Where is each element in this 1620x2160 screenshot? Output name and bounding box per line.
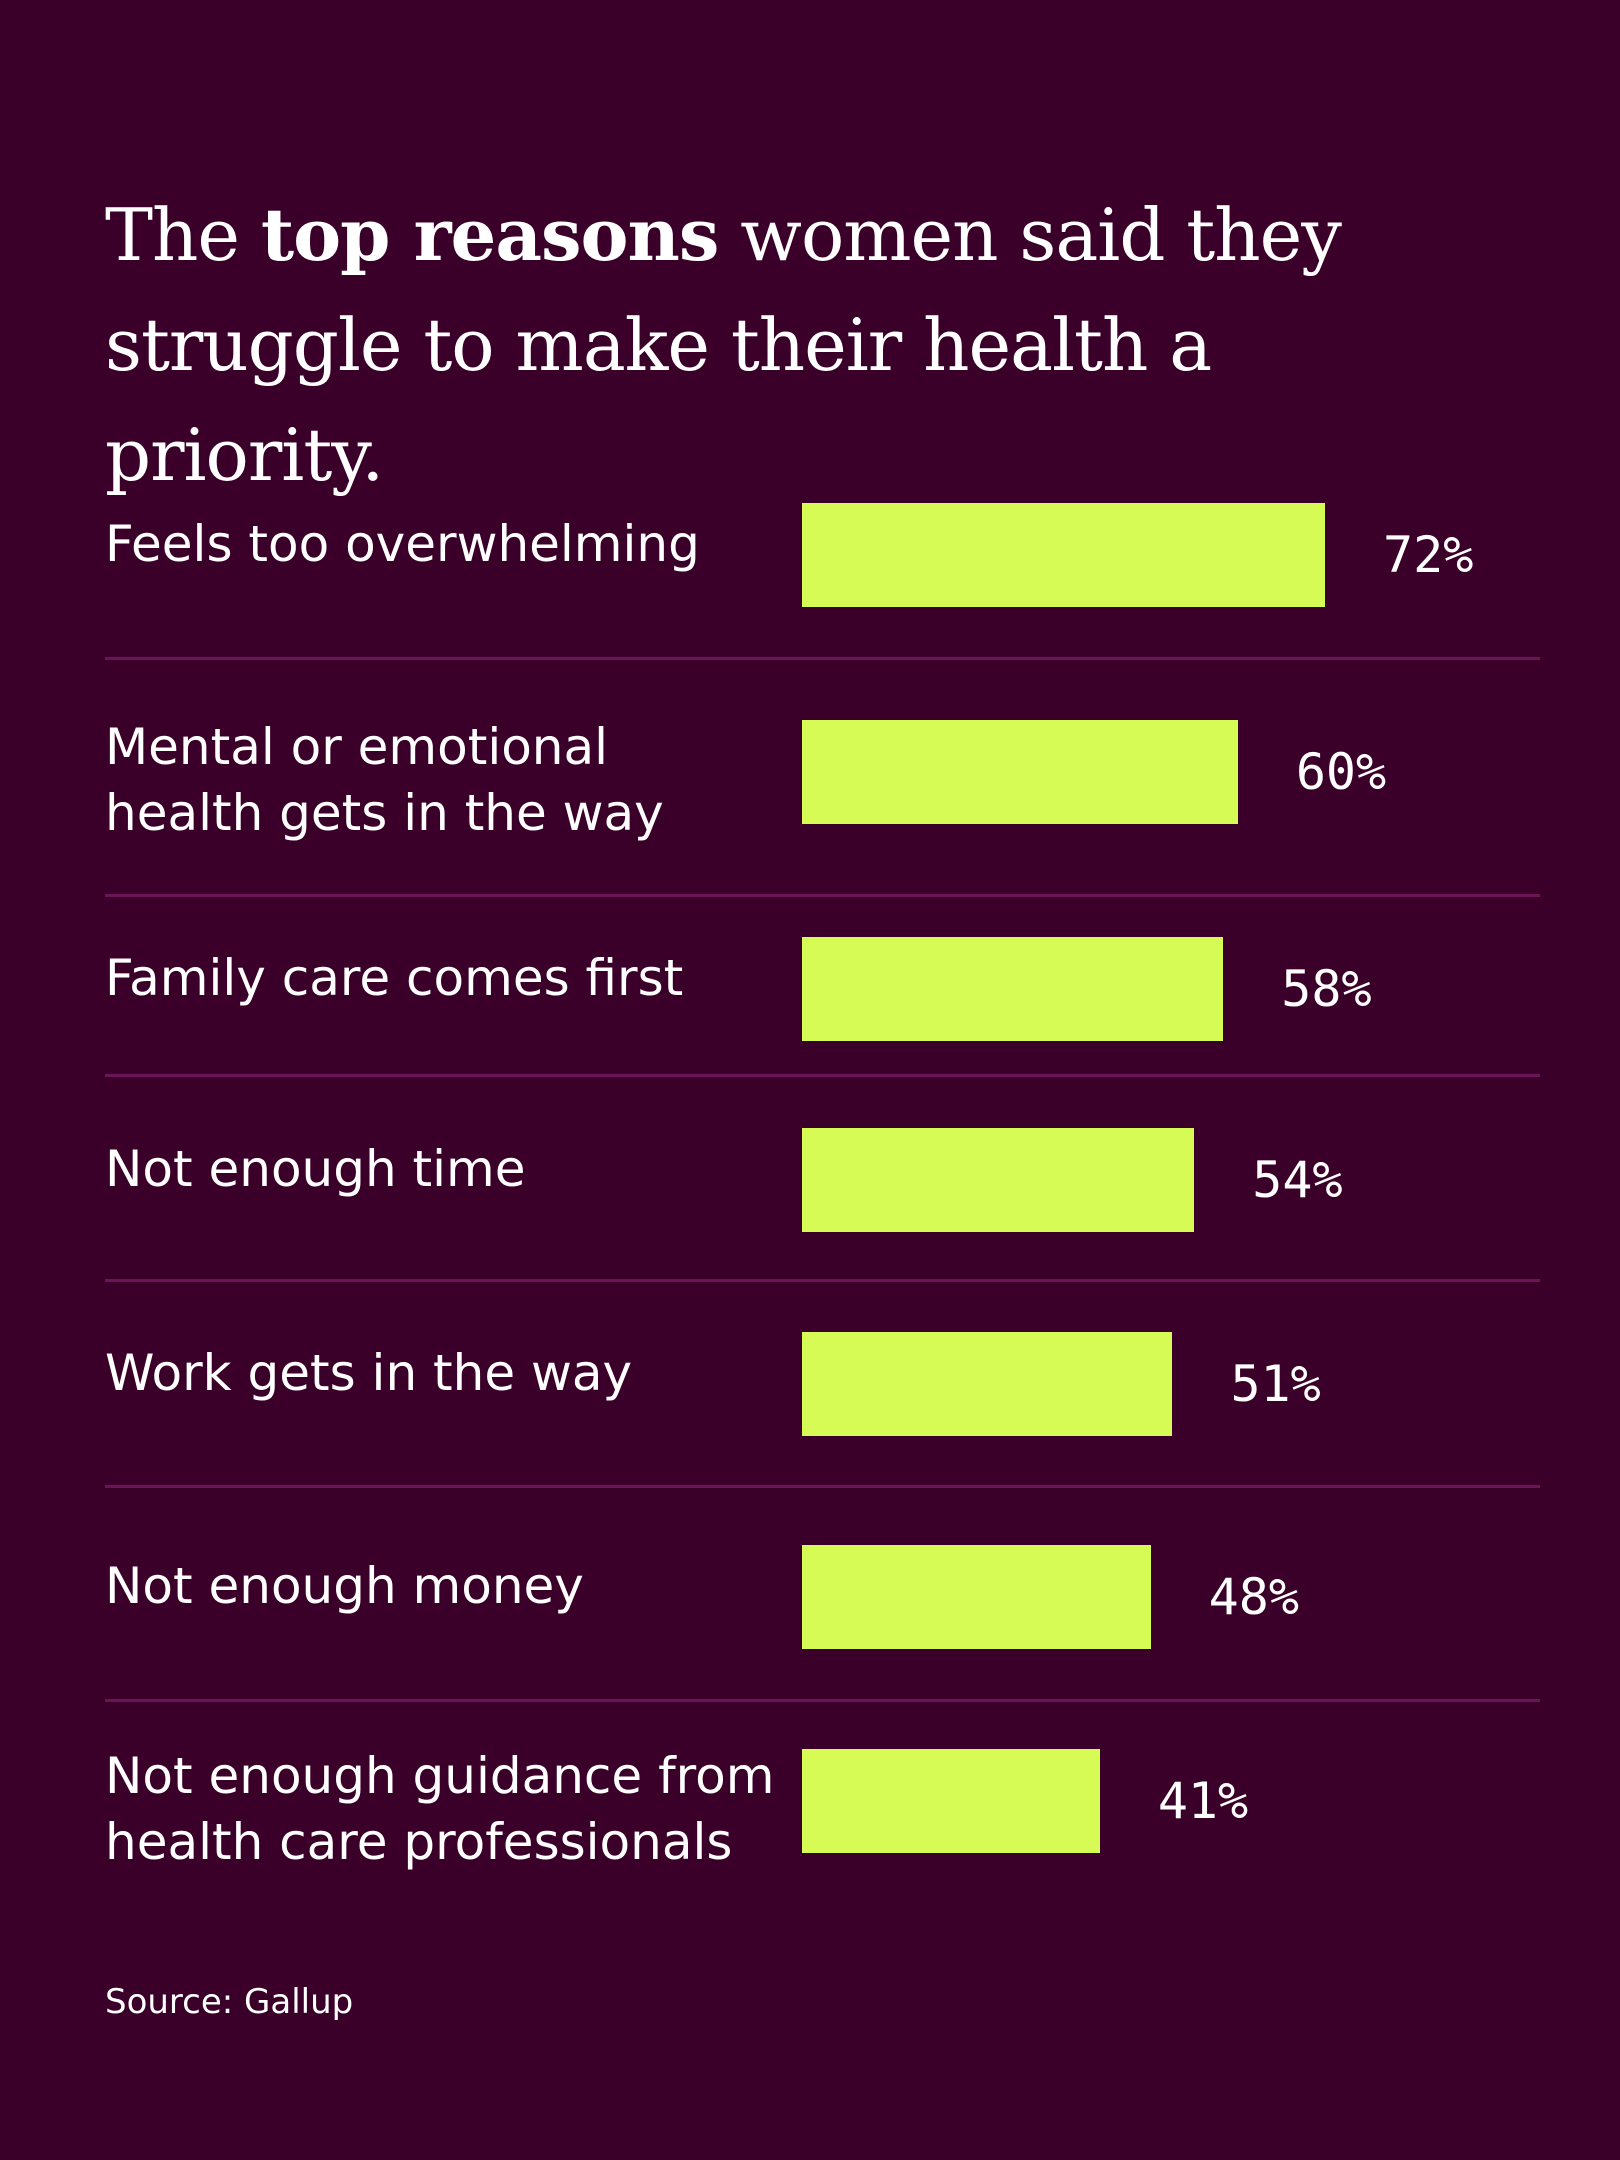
category-label: Not enough money xyxy=(105,1557,584,1615)
value-label: 60% xyxy=(1295,743,1387,801)
category-label: Mental or emotional health gets in the wa… xyxy=(105,718,664,842)
bar xyxy=(802,1749,1100,1853)
bar xyxy=(802,503,1325,607)
chart-title: The top reasons women said they struggle… xyxy=(105,180,1505,510)
source-note: Source: Gallup xyxy=(105,1982,354,2022)
bar xyxy=(802,1332,1173,1436)
value-label: 58% xyxy=(1281,960,1372,1018)
bar xyxy=(802,1128,1195,1232)
value-label: 72% xyxy=(1383,526,1474,584)
bar xyxy=(802,937,1224,1041)
title-emphasis: top reasons xyxy=(260,192,720,277)
title-lead: The xyxy=(105,193,261,277)
category-label: Feels too overwhelming xyxy=(105,515,700,573)
row-divider xyxy=(105,1074,1540,1077)
row-divider xyxy=(105,1699,1540,1702)
category-label: Not enough time xyxy=(105,1140,526,1198)
row-divider xyxy=(105,894,1540,897)
bar xyxy=(802,1545,1151,1649)
value-label: 48% xyxy=(1208,1568,1299,1626)
row-divider xyxy=(105,1279,1540,1282)
row-divider xyxy=(105,1485,1540,1488)
value-label: 41% xyxy=(1157,1772,1249,1830)
value-label: 54% xyxy=(1252,1151,1343,1209)
bar xyxy=(802,720,1238,824)
category-label: Not enough guidance from health care prof… xyxy=(105,1747,775,1871)
title-rest: women said they struggle to make their h… xyxy=(105,193,1342,497)
category-label: Family care comes first xyxy=(105,949,684,1007)
category-label: Work gets in the way xyxy=(105,1344,633,1402)
row-divider xyxy=(105,657,1540,660)
value-label: 51% xyxy=(1230,1355,1321,1413)
